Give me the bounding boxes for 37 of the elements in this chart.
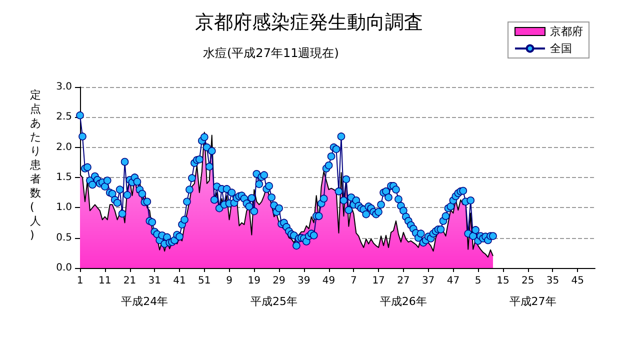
x-tick-label: 9 bbox=[226, 276, 232, 286]
x-tick-label: 29 bbox=[272, 276, 286, 286]
chart-title: 京都府感染症発生動向調査 bbox=[195, 12, 423, 34]
x-tick-label: 5 bbox=[474, 276, 482, 286]
x-tick-label: 27 bbox=[397, 276, 410, 286]
y-tick-label: 1.5 bbox=[56, 172, 72, 183]
chart-subtitle: 水痘(平成27年11週現在) bbox=[203, 46, 339, 60]
text: 平成25年 bbox=[250, 295, 298, 308]
x-tick-label: 51 bbox=[198, 276, 211, 286]
text: 定点あたり患者数(人) bbox=[30, 88, 41, 242]
x-tick-label: 45 bbox=[571, 276, 584, 286]
x-tick-label: 37 bbox=[422, 276, 435, 286]
x-tick-label: 31 bbox=[148, 276, 162, 286]
x-tick-label: 19 bbox=[248, 276, 261, 286]
x-tick-label: 17 bbox=[372, 276, 385, 286]
x-tick-label: 25 bbox=[521, 276, 534, 286]
y-tick-label: 2.0 bbox=[56, 142, 72, 153]
x-tick-label: 11 bbox=[98, 276, 112, 286]
x-tick-label: 47 bbox=[446, 276, 460, 286]
y-tick-label: 3.0 bbox=[56, 82, 72, 92]
x-tick-label: 49 bbox=[322, 276, 336, 286]
x-tick-label: 35 bbox=[546, 276, 560, 286]
y-tick-label: 0.5 bbox=[56, 232, 72, 244]
legend-label: 全国 bbox=[550, 42, 572, 55]
x-tick-label: 7 bbox=[350, 276, 357, 286]
x-tick-label: 15 bbox=[496, 276, 510, 286]
y-tick-label: 1.0 bbox=[56, 202, 72, 214]
text: 平成24年 bbox=[121, 295, 168, 308]
x-tick-label: 21 bbox=[123, 276, 136, 286]
y-tick-label: 0.0 bbox=[56, 262, 72, 274]
text: 平成27年 bbox=[509, 295, 556, 308]
y-tick-label: 2.5 bbox=[56, 112, 72, 123]
x-tick-label: 39 bbox=[298, 276, 310, 286]
text: 平成26年 bbox=[380, 295, 427, 308]
x-tick-label: 41 bbox=[173, 276, 186, 286]
legend-label: 京都府 bbox=[550, 25, 583, 38]
x-tick-label: 1 bbox=[76, 276, 84, 286]
